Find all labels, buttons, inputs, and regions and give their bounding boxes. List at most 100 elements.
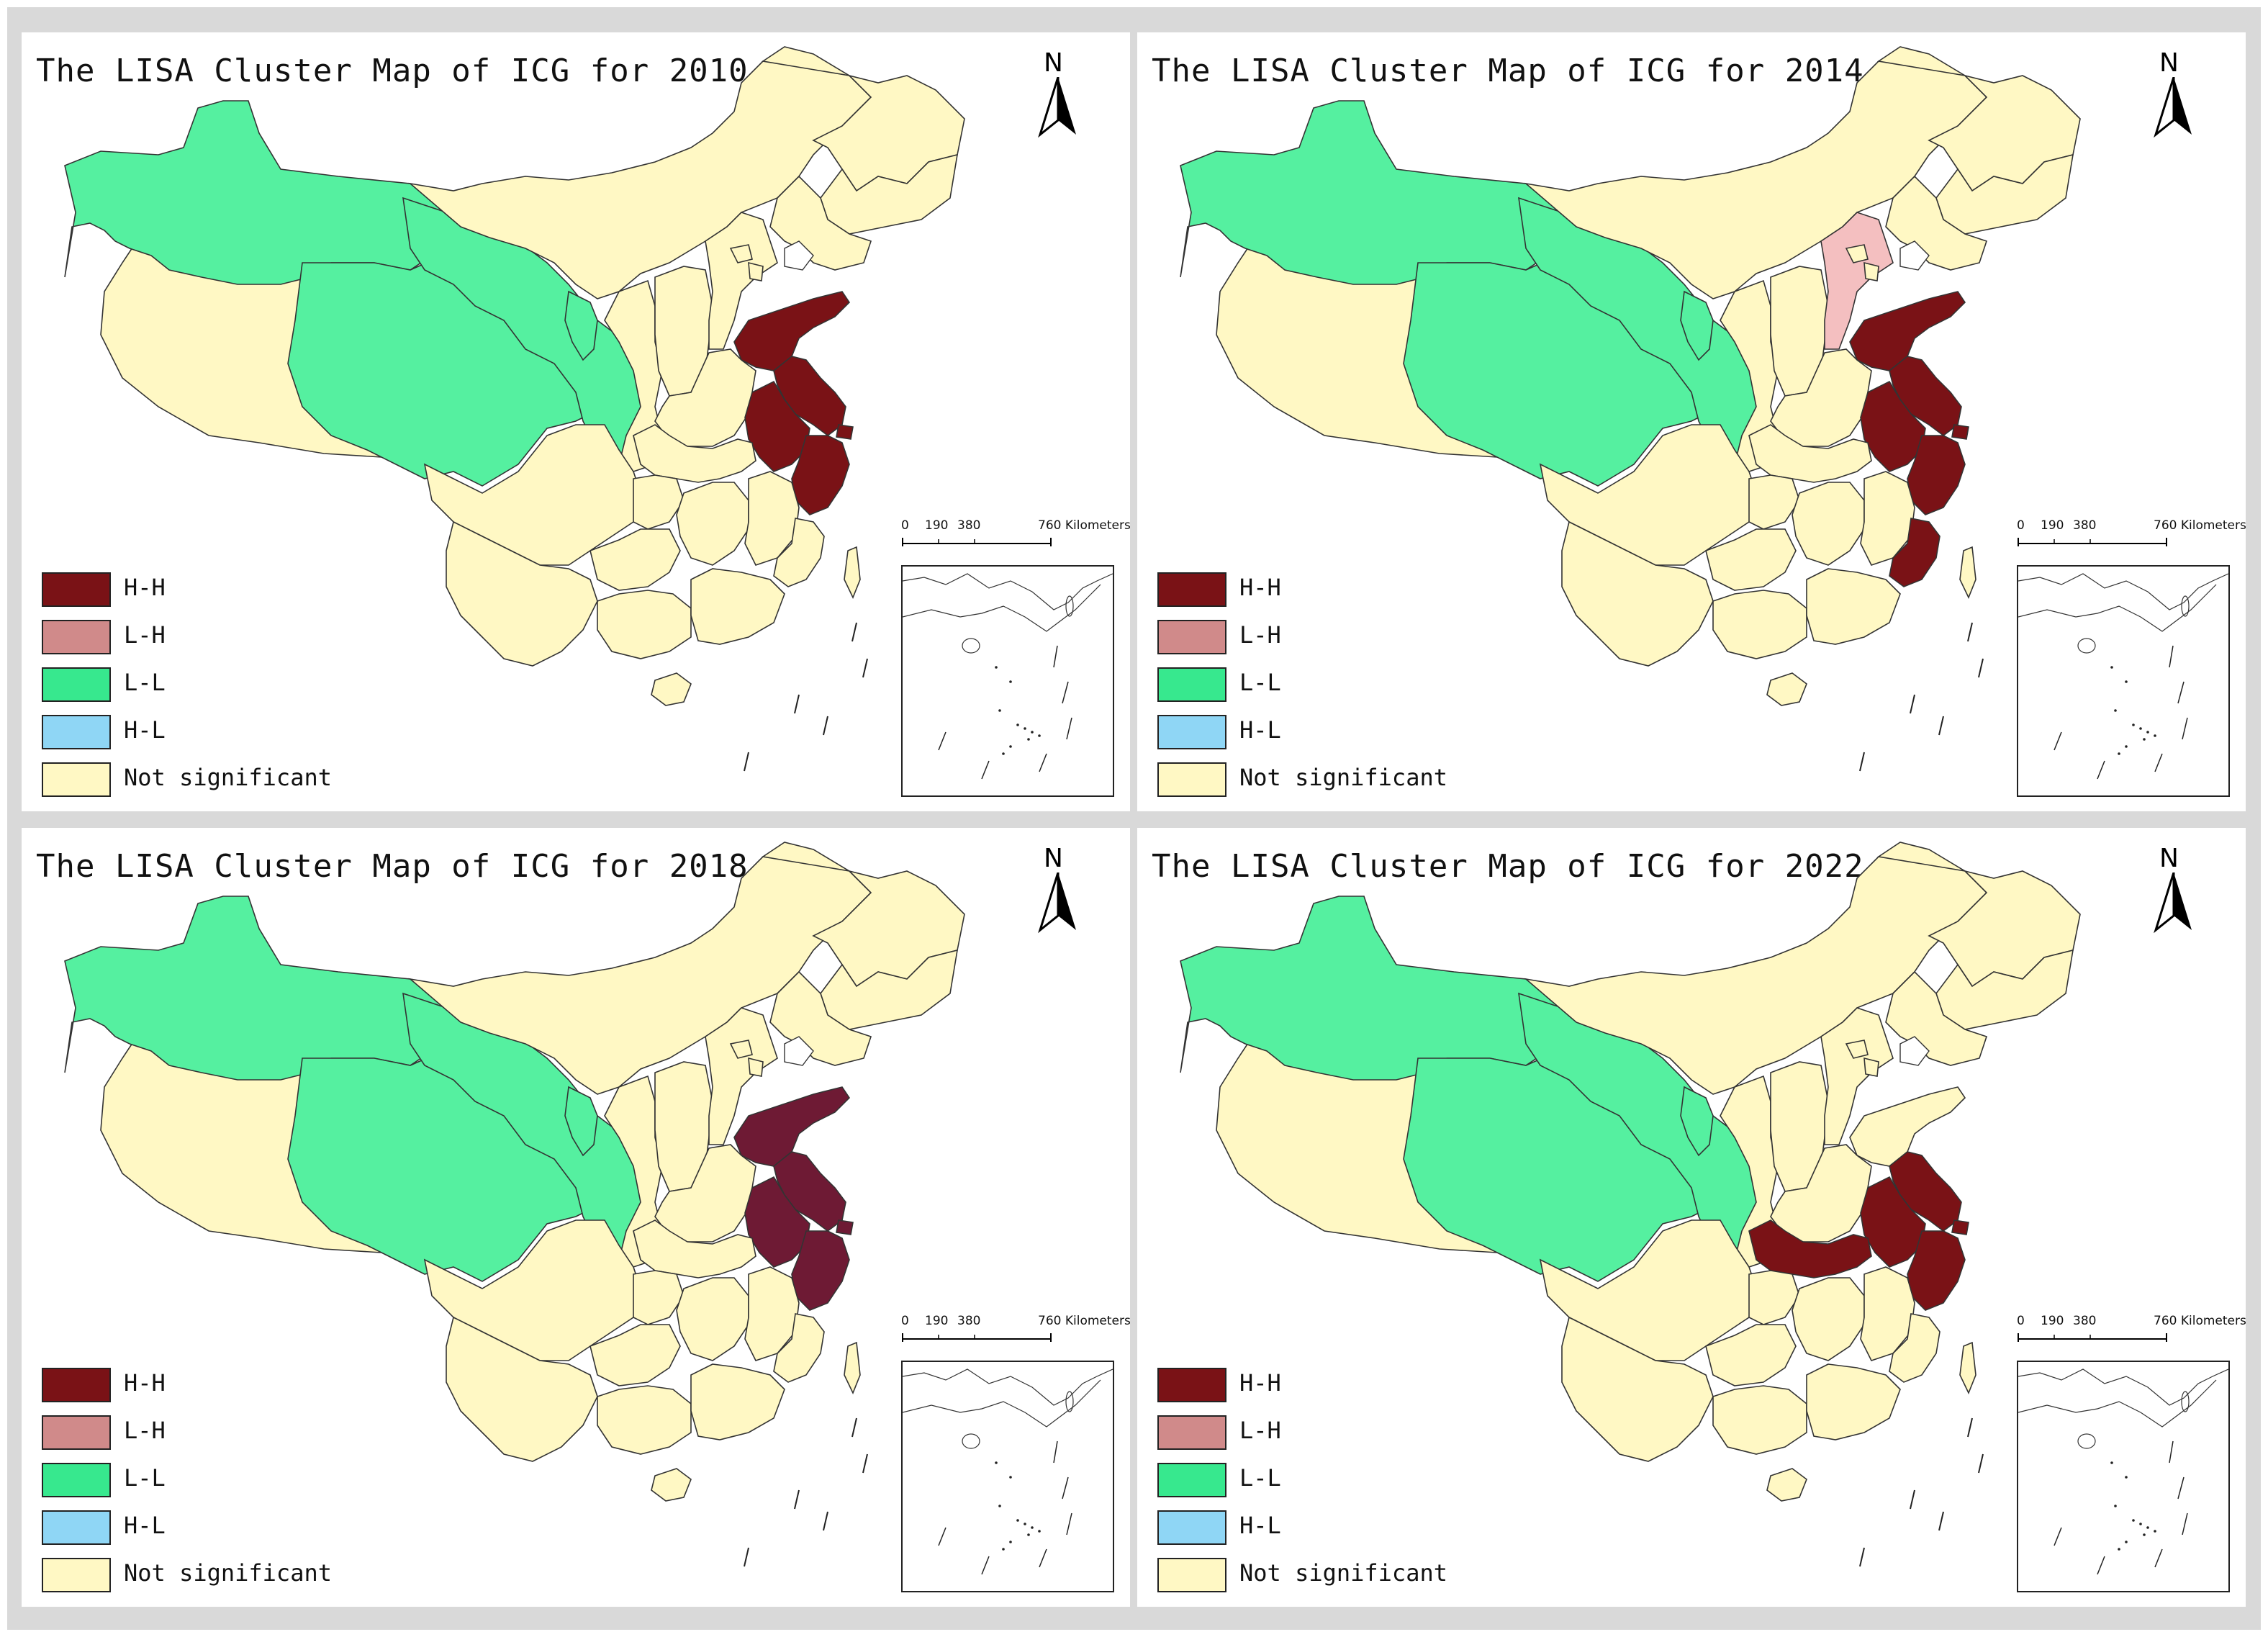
legend-swatch: [42, 667, 111, 702]
province-yunnan: [446, 1316, 598, 1462]
legend-label: H-H: [1239, 574, 1281, 601]
province-ningxia: [1680, 290, 1714, 361]
province-ningxia: [564, 290, 598, 361]
scale-tick-760: 760 Kilometers: [2154, 518, 2246, 533]
province-hunan: [1792, 1277, 1865, 1361]
north-arrow-icon: [2154, 872, 2192, 934]
scale-tick-0: 0: [2017, 1314, 2025, 1328]
legend-swatch: [1157, 715, 1226, 749]
scale-bar: [902, 1333, 1052, 1342]
map-panel-2014: The LISA Cluster Map of ICG for 2014 N H…: [1137, 32, 2246, 811]
province-ningxia: [1680, 1086, 1714, 1157]
province-tianjin: [1863, 1057, 1879, 1077]
province-xinjiang: [64, 896, 447, 1081]
province-shanghai: [1951, 1219, 1969, 1235]
legend-label: L-H: [1239, 621, 1281, 649]
legend-swatch: [1157, 762, 1226, 797]
legend-swatch: [42, 1558, 111, 1592]
legend-swatch: [42, 1510, 111, 1545]
province-chongqing: [1748, 1270, 1800, 1325]
province-hunan: [676, 1277, 749, 1361]
legend-label: Not significant: [1239, 1559, 1447, 1587]
island-dash-0: [851, 622, 857, 642]
china-map: [64, 842, 965, 1567]
north-arrow-label: N: [1044, 844, 1063, 873]
island-dash-1: [1978, 1453, 1984, 1474]
island-dash-4: [823, 716, 828, 736]
province-xinjiang: [1180, 100, 1563, 285]
scale-tick-380: 380: [957, 1314, 981, 1328]
legend-swatch: [42, 1463, 111, 1497]
scale-tick-380: 380: [2073, 518, 2097, 533]
china-map: [1180, 842, 2081, 1567]
island-dash-3: [1859, 752, 1865, 772]
province-yunnan: [1561, 1316, 1714, 1462]
province-yunnan: [1561, 520, 1714, 667]
south-china-sea-inset: [2017, 1361, 2230, 1592]
island-dash-2: [794, 694, 800, 714]
province-taiwan: [844, 546, 861, 599]
inset-map: [903, 1368, 1113, 1575]
scale-bar: [2018, 1333, 2167, 1342]
island-dash-1: [862, 1453, 868, 1474]
province-tianjin: [1863, 261, 1879, 281]
province-jiangxi: [1860, 471, 1915, 566]
map-title: The LISA Cluster Map of ICG for 2022: [1152, 848, 1864, 885]
scale-tick-760: 760 Kilometers: [1038, 1314, 1130, 1328]
province-fujian: [1889, 1313, 1941, 1383]
legend-swatch: [1157, 572, 1226, 607]
province-guizhou: [1705, 528, 1797, 591]
province-hebei: [1820, 1007, 1894, 1145]
legend-label: H-L: [1239, 1512, 1281, 1539]
map-panel-2018: The LISA Cluster Map of ICG for 2018 N H…: [22, 828, 1130, 1607]
island-dash-2: [1910, 1489, 1915, 1510]
province-taiwan: [1959, 1341, 1976, 1394]
legend-label: L-L: [124, 669, 166, 696]
province-hunan: [1792, 482, 1865, 566]
province-shanghai: [1951, 424, 1969, 440]
bohai-sea: [1899, 240, 1930, 271]
province-hunan: [676, 482, 749, 566]
map-title: The LISA Cluster Map of ICG for 2010: [36, 53, 749, 89]
province-guangxi: [1712, 590, 1807, 659]
scale-tick-760: 760 Kilometers: [1038, 518, 1130, 533]
province-zhejiang: [1907, 435, 1966, 515]
legend-label: L-H: [124, 1417, 166, 1444]
north-arrow-icon: [1038, 872, 1076, 934]
province-guangdong: [690, 1363, 785, 1440]
legend-swatch: [1157, 1558, 1226, 1592]
province-taiwan: [1959, 546, 1976, 599]
north-arrow-icon: [1038, 77, 1076, 138]
province-zhejiang: [791, 435, 850, 515]
province-taiwan: [844, 1341, 861, 1394]
legend-swatch: [42, 1368, 111, 1402]
legend-swatch: [42, 620, 111, 654]
province-beijing: [729, 244, 753, 263]
legend-swatch: [1157, 1510, 1226, 1545]
province-ningxia: [564, 1086, 598, 1157]
province-fujian: [1889, 518, 1941, 587]
province-anhui: [744, 1176, 810, 1268]
legend-swatch: [1157, 667, 1226, 702]
legend-label: L-L: [124, 1464, 166, 1492]
north-arrow-label: N: [2159, 48, 2179, 78]
island-dash-0: [1967, 622, 1973, 642]
province-beijing: [1845, 1040, 1869, 1059]
province-jiangxi: [1860, 1266, 1915, 1361]
province-hainan: [1766, 1468, 1807, 1502]
island-dash-4: [1938, 716, 1944, 736]
legend-label: H-L: [124, 1512, 166, 1539]
map-panel-2010: The LISA Cluster Map of ICG for 2010 N H…: [22, 32, 1130, 811]
province-shandong: [1849, 1086, 1966, 1167]
figure-frame: The LISA Cluster Map of ICG for 2010 N H…: [7, 7, 2261, 1630]
map-title: The LISA Cluster Map of ICG for 2014: [1152, 53, 1864, 89]
island-dash-4: [1938, 1511, 1944, 1531]
legend-swatch: [42, 572, 111, 607]
province-zhejiang: [791, 1230, 850, 1311]
province-chongqing: [1748, 474, 1800, 530]
province-hainan: [1766, 672, 1807, 706]
province-hainan: [651, 1468, 692, 1502]
north-arrow-label: N: [1044, 48, 1063, 78]
province-xinjiang: [64, 100, 447, 285]
legend-label: L-H: [124, 621, 166, 649]
